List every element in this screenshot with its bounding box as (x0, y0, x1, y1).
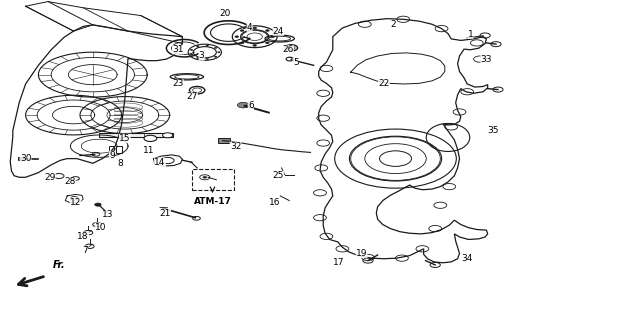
Text: 27: 27 (186, 92, 198, 101)
Text: 6: 6 (248, 101, 253, 110)
Circle shape (363, 258, 373, 263)
Circle shape (193, 216, 200, 220)
Circle shape (190, 49, 193, 50)
Text: 18: 18 (77, 232, 89, 241)
Circle shape (144, 135, 157, 142)
Circle shape (240, 30, 244, 31)
Circle shape (84, 230, 93, 235)
Circle shape (190, 54, 193, 55)
Circle shape (266, 30, 269, 31)
Text: 8: 8 (118, 159, 123, 168)
Text: 2: 2 (391, 21, 396, 29)
Circle shape (163, 133, 173, 138)
Circle shape (266, 42, 269, 44)
Text: 4: 4 (247, 24, 252, 32)
Text: 20: 20 (220, 10, 231, 18)
Text: 32: 32 (230, 142, 241, 151)
Circle shape (54, 174, 64, 179)
Text: 33: 33 (481, 55, 492, 63)
Circle shape (214, 56, 217, 57)
Circle shape (93, 222, 102, 227)
Text: 15: 15 (119, 134, 131, 143)
Circle shape (161, 157, 174, 164)
Circle shape (286, 57, 294, 61)
Text: 14: 14 (154, 158, 166, 167)
Circle shape (240, 42, 244, 44)
Text: 10: 10 (95, 223, 106, 231)
Text: 9: 9 (109, 151, 115, 160)
Text: 28: 28 (65, 178, 76, 186)
Circle shape (196, 58, 199, 59)
Circle shape (253, 27, 257, 29)
Circle shape (85, 244, 94, 248)
Circle shape (72, 177, 79, 180)
Circle shape (430, 262, 440, 267)
Text: 12: 12 (70, 198, 81, 207)
Text: Fr.: Fr. (52, 260, 65, 270)
Circle shape (218, 52, 220, 53)
Text: 30: 30 (20, 154, 31, 163)
Text: 29: 29 (44, 173, 56, 182)
Text: 24: 24 (273, 27, 284, 35)
Bar (116, 146, 122, 153)
Circle shape (95, 203, 101, 206)
Circle shape (480, 33, 490, 38)
Text: 31: 31 (172, 45, 184, 54)
Bar (18, 157, 23, 160)
Text: 1: 1 (468, 30, 473, 39)
Text: 25: 25 (273, 171, 284, 180)
Circle shape (237, 102, 249, 108)
Text: 34: 34 (461, 254, 473, 262)
Text: 35: 35 (487, 126, 499, 135)
Text: ATM-17: ATM-17 (193, 197, 232, 206)
Circle shape (206, 58, 209, 60)
Bar (218, 138, 230, 143)
Text: 22: 22 (378, 80, 390, 88)
Text: 7: 7 (83, 246, 88, 255)
Bar (192, 169, 234, 190)
Text: 21: 21 (159, 209, 171, 217)
Circle shape (214, 47, 217, 49)
Text: 16: 16 (269, 198, 281, 207)
Circle shape (203, 176, 207, 178)
Text: 19: 19 (356, 249, 367, 258)
Text: 17: 17 (333, 258, 345, 267)
Text: 11: 11 (143, 146, 154, 155)
Circle shape (206, 45, 209, 46)
Circle shape (493, 87, 503, 92)
Circle shape (235, 36, 239, 38)
Text: 13: 13 (102, 210, 113, 219)
Text: 26: 26 (282, 45, 294, 54)
Circle shape (271, 36, 275, 38)
Circle shape (196, 46, 199, 47)
Text: 3: 3 (199, 52, 204, 60)
Circle shape (491, 42, 501, 47)
Bar (109, 146, 114, 153)
Circle shape (253, 44, 257, 46)
Text: 5: 5 (293, 58, 298, 67)
Circle shape (70, 197, 78, 200)
Text: 23: 23 (172, 80, 184, 88)
Bar (99, 133, 173, 137)
Circle shape (92, 152, 100, 156)
